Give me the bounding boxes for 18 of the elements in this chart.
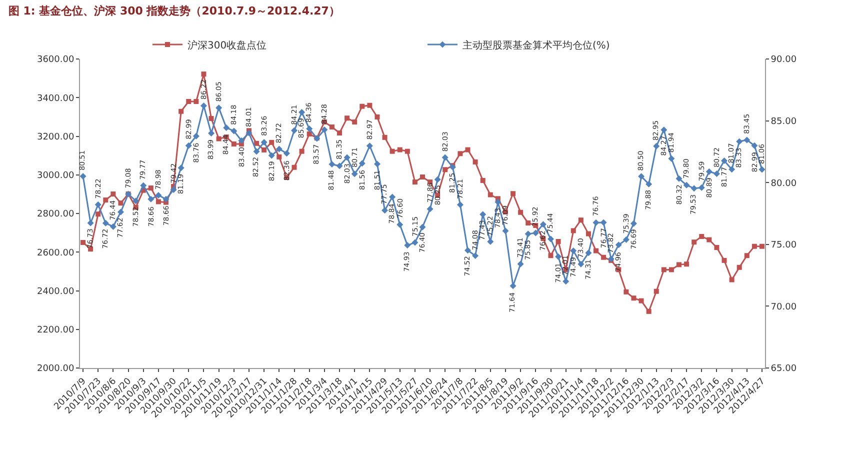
y-tick-label: 2400.00 (36, 286, 74, 297)
y-tick-label: 2800.00 (36, 210, 74, 220)
y-tick-label: 3000.00 (36, 171, 74, 182)
legend-label: 沪深300收盘点位 (188, 39, 267, 52)
chart-title: 图 1: 基金仓位、沪深 300 指数走势（2010.7.9～2012.4.27） (8, 4, 340, 18)
y-tick-label: 2200.00 (36, 326, 74, 336)
y2-tick-label: 75.00 (770, 240, 797, 251)
y-tick-label: 3200.00 (36, 132, 74, 142)
y2-tick-label: 80.00 (770, 178, 797, 189)
y-tick-label: 3600.00 (36, 55, 74, 66)
y2-tick-label: 65.00 (770, 364, 797, 374)
y-tick-label: 2000.00 (36, 364, 74, 374)
y2-tick-label: 85.00 (770, 116, 797, 127)
y2-tick-label: 90.00 (770, 55, 797, 66)
y2-tick-label: 70.00 (770, 302, 797, 312)
y-tick-label: 2600.00 (36, 248, 74, 258)
y-tick-label: 3400.00 (36, 94, 74, 104)
legend-label: 主动型股票基金算术平均仓位(%) (462, 39, 610, 52)
